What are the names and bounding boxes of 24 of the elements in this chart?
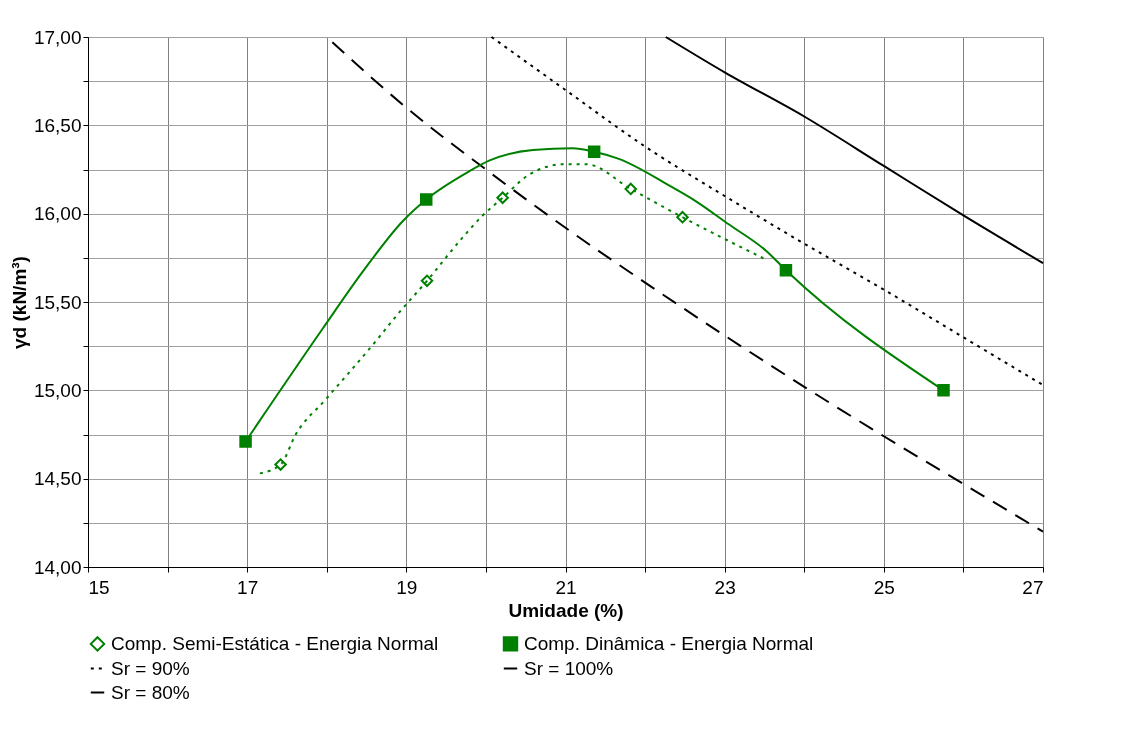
line-series (490, 36, 1044, 387)
y-tick-label: 16,00 (33, 203, 82, 225)
x-tick-label: 27 (1022, 576, 1044, 598)
y-tick-label: 14,50 (33, 468, 82, 490)
line-series (331, 41, 1044, 533)
x-tick-label: 19 (396, 576, 418, 598)
y-tick-label: 15,00 (33, 379, 82, 401)
y-tick-label: 17,00 (33, 26, 82, 48)
line-series (664, 36, 1044, 265)
y-tick-label: 16,50 (33, 114, 82, 136)
x-tick-label: 21 (555, 576, 577, 598)
x-tick-label: 15 (88, 576, 110, 598)
legend-label: Comp. Semi-Estática - Energia Normal (111, 632, 439, 654)
x-axis-title: Umidade (%) (508, 599, 624, 621)
legend-label: Sr = 80% (111, 681, 190, 703)
legend-label: Sr = 90% (111, 657, 190, 679)
y-tick-label: 15,50 (33, 291, 82, 313)
x-tick-label: 25 (873, 576, 895, 598)
legend-label: Comp. Dinâmica - Energia Normal (524, 632, 814, 654)
y-tick-label: 14,00 (33, 556, 82, 578)
legend-label: Sr = 100% (524, 657, 614, 679)
y-axis-title: γd (kN/m³) (8, 256, 30, 349)
x-tick-label: 23 (714, 576, 736, 598)
x-tick-label: 17 (237, 576, 259, 598)
